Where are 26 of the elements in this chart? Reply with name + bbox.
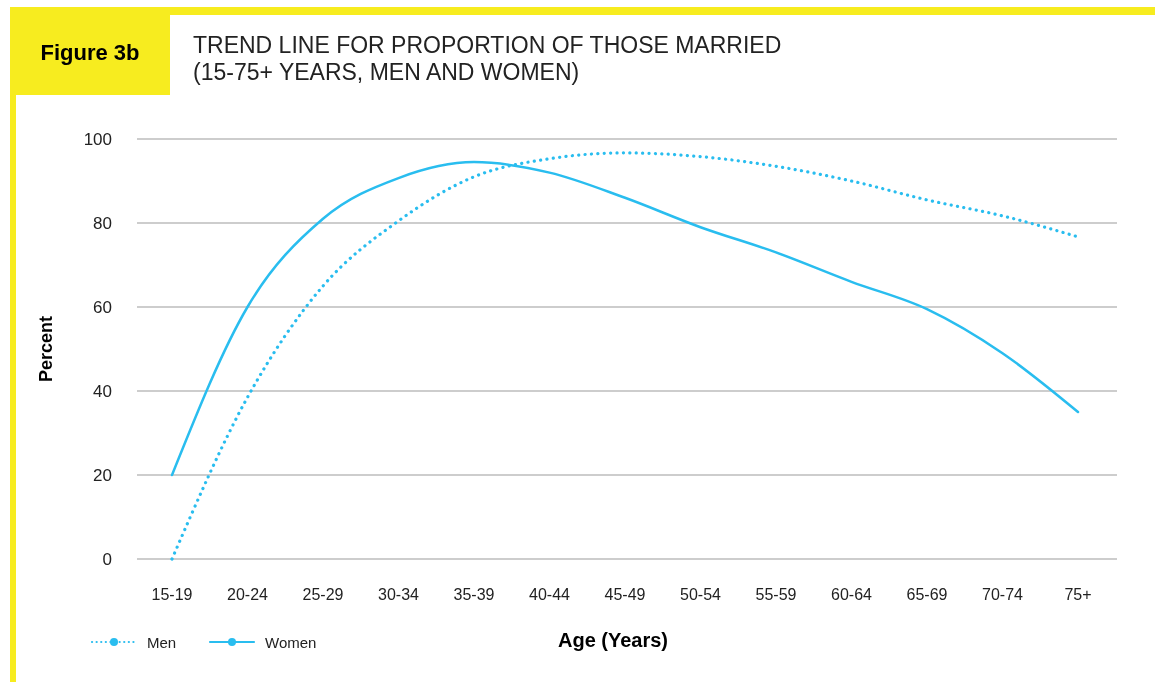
y-tick-label: 60 (93, 298, 112, 317)
x-tick-label: 35-39 (453, 586, 495, 603)
x-tick-label: 55-59 (755, 586, 797, 603)
x-tick-label: 15-19 (151, 586, 193, 603)
x-tick-label: 40-44 (529, 586, 571, 603)
y-tick-label: 100 (83, 130, 112, 149)
y-tick-label: 20 (93, 466, 112, 485)
chart-title: Figure 3b (40, 40, 140, 65)
x-tick-label: 25-29 (302, 586, 344, 603)
x-tick-label: 65-69 (906, 586, 948, 603)
line-series (170, 151, 1080, 561)
legend-label: Women (265, 634, 317, 651)
y-tick-label: 40 (93, 382, 112, 401)
legend-label: Men (147, 634, 177, 651)
x-tick-label: 20-24 (227, 586, 269, 603)
x-tick-label: 30-34 (378, 586, 420, 603)
x-axis-title: Age (Years) (557, 629, 669, 651)
x-tick-label: 60-64 (831, 586, 873, 603)
chart-subtitle: TREND LINE FOR PROPORTION OF THOSE MARRIED (15-75+ YEARS, MEN AND WOMEN) (193, 32, 782, 85)
x-tick-label: 50-54 (680, 586, 722, 603)
x-tick-label: 45-49 (604, 586, 646, 603)
y-tick-label: 0 (102, 550, 112, 569)
y-axis-title: Percent (36, 315, 56, 383)
x-tick-label: 70-74 (982, 586, 1024, 603)
y-tick-label: 80 (93, 214, 112, 233)
x-tick-label: 75+ (1064, 586, 1092, 603)
